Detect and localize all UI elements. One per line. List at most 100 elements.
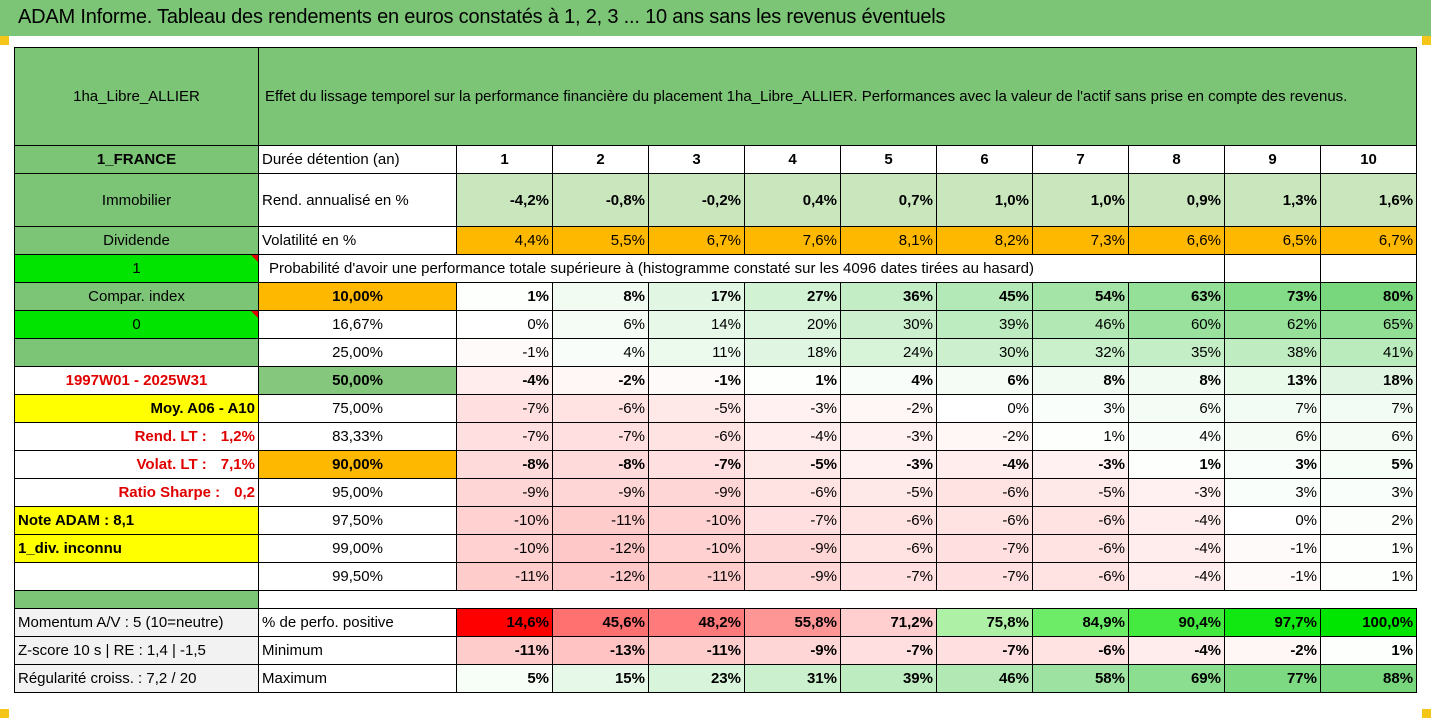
probability-cell: 35%: [1128, 338, 1225, 367]
probability-cell: 6%: [936, 366, 1033, 395]
year-header: 6: [936, 145, 1033, 174]
probability-cell: -6%: [552, 394, 649, 423]
vol-row: Dividende Volatilité en % 4,4% 5,5% 6,7% 7,…: [14, 226, 1418, 255]
sharpe-ratio: Ratio Sharpe : 0,2: [14, 478, 259, 507]
report-title: ADAM Informe. Tableau des rendements en …: [0, 0, 1431, 36]
probability-cell: -12%: [552, 562, 649, 591]
minimum-cell: -4%: [1128, 636, 1225, 665]
probability-row: Compar. index 10,00% 1% 8% 17% 27% 36% 45% 54% 63…: [14, 282, 1418, 311]
stat-label: Volat. LT :: [136, 456, 207, 473]
probability-cell: 30%: [936, 338, 1033, 367]
country-label: 1_FRANCE: [14, 145, 259, 174]
probability-cell: -6%: [1032, 562, 1129, 591]
probability-cell: 4%: [1128, 422, 1225, 451]
vol-cell: 4,4%: [456, 226, 553, 255]
bottom-row-label: Minimum: [258, 636, 457, 665]
probability-cell: 0%: [456, 310, 553, 339]
probability-cell: 6%: [1319, 422, 1418, 451]
stat-value: 7,1%: [220, 456, 255, 473]
probability-cell: -1%: [456, 338, 553, 367]
year-header: 8: [1128, 145, 1225, 174]
year-header: 9: [1224, 145, 1321, 174]
duration-label: Durée détention (an): [258, 145, 457, 174]
probability-cell: 20%: [744, 310, 841, 339]
probability-row: 1_div. inconnu 99,00% -10% -12% -10% -9% -6% -7…: [14, 534, 1418, 563]
positive-cell: 84,9%: [1032, 608, 1129, 637]
year-header: 1: [456, 145, 553, 174]
probability-cell: 1%: [1319, 534, 1418, 563]
probability-cell: -9%: [744, 562, 841, 591]
probability-cell: 38%: [1224, 338, 1321, 367]
corner-marker: [1422, 36, 1431, 45]
empty-cell: [14, 562, 259, 591]
bottom-left-label: Z-score 10 s | RE : 1,4 | -1,5: [14, 636, 259, 665]
probability-cell: 6%: [1224, 422, 1321, 451]
positive-cell: 90,4%: [1128, 608, 1225, 637]
probability-cell: 13%: [1224, 366, 1321, 395]
rend-cell: 0,4%: [744, 173, 841, 227]
probability-heading: Probabilité d'avoir une performance tota…: [258, 254, 1225, 283]
rend-lt: Rend. LT : 1,2%: [14, 422, 259, 451]
probability-cell: -4%: [1128, 506, 1225, 535]
maximum-cell: 23%: [648, 664, 745, 693]
positive-cell: 55,8%: [744, 608, 841, 637]
rend-cell: -0,2%: [648, 173, 745, 227]
probability-cell: 1%: [1128, 450, 1225, 479]
probability-cell: 41%: [1319, 338, 1418, 367]
probability-cell: 2%: [1319, 506, 1418, 535]
probability-cell: 27%: [744, 282, 841, 311]
rend-label: Rend. annualisé en %: [258, 173, 457, 227]
threshold-pct: 83,33%: [258, 422, 457, 451]
rend-cell: 1,3%: [1224, 173, 1321, 227]
probability-cell: -2%: [936, 422, 1033, 451]
probability-cell: -7%: [552, 422, 649, 451]
probability-cell: 11%: [648, 338, 745, 367]
vol-cell: 7,3%: [1032, 226, 1129, 255]
probability-cell: 0%: [1224, 506, 1321, 535]
probability-heading-row: 1 Probabilité d'avoir une performance to…: [14, 254, 1418, 283]
minimum-cell: -11%: [456, 636, 553, 665]
asset-name: 1ha_Libre_ALLIER: [14, 47, 259, 146]
probability-cell: -9%: [456, 478, 553, 507]
threshold-pct: 97,50%: [258, 506, 457, 535]
probability-cell: -9%: [552, 478, 649, 507]
volat-lt: Volat. LT : 7,1%: [14, 450, 259, 479]
probability-cell: 4%: [552, 338, 649, 367]
probability-cell: 17%: [648, 282, 745, 311]
threshold-pct: 25,00%: [258, 338, 457, 367]
probability-cell: -6%: [840, 506, 937, 535]
probability-cell: 73%: [1224, 282, 1321, 311]
probability-cell: -5%: [1032, 478, 1129, 507]
threshold-pct: 16,67%: [258, 310, 457, 339]
probability-cell: 62%: [1224, 310, 1321, 339]
spacer-green: [14, 590, 259, 609]
probability-cell: 7%: [1319, 394, 1418, 423]
probability-cell: -2%: [840, 394, 937, 423]
probability-cell: -7%: [936, 534, 1033, 563]
probability-cell: -10%: [456, 506, 553, 535]
probability-cell: -4%: [744, 422, 841, 451]
summary-bottom-row: Régularité croiss. : 7,2 / 20 Maximum 5% 15…: [14, 664, 1418, 693]
probability-cell: -2%: [552, 366, 649, 395]
income-label: Dividende: [14, 226, 259, 255]
probability-cell: -10%: [648, 534, 745, 563]
minimum-cell: -7%: [936, 636, 1033, 665]
probability-cell: -9%: [648, 478, 745, 507]
probability-cell: -6%: [1032, 506, 1129, 535]
probability-cell: 65%: [1319, 310, 1418, 339]
probability-row: 25,00% -1% 4% 11% 18% 24% 30% 32% 35% 38% 41%: [14, 338, 1418, 367]
stat-label: Rend. LT :: [134, 428, 207, 445]
stat-value: 0,2: [234, 484, 255, 501]
probability-cell: 18%: [744, 338, 841, 367]
value-zero: 0: [14, 310, 259, 339]
probability-row: 1997W01 - 2025W31 50,00% -4% -2% -1% 1% 4% 6% 8%…: [14, 366, 1418, 395]
positive-cell: 100,0%: [1319, 608, 1418, 637]
period-label: 1997W01 - 2025W31: [14, 366, 259, 395]
probability-cell: -5%: [744, 450, 841, 479]
bottom-row-label: Maximum: [258, 664, 457, 693]
probability-row: 99,50% -11% -12% -11% -9% -7% -7% -6% -4% -1% 1%: [14, 562, 1418, 591]
threshold-pct: 50,00%: [258, 366, 457, 395]
probability-cell: 8%: [1032, 366, 1129, 395]
probability-cell: 1%: [744, 366, 841, 395]
